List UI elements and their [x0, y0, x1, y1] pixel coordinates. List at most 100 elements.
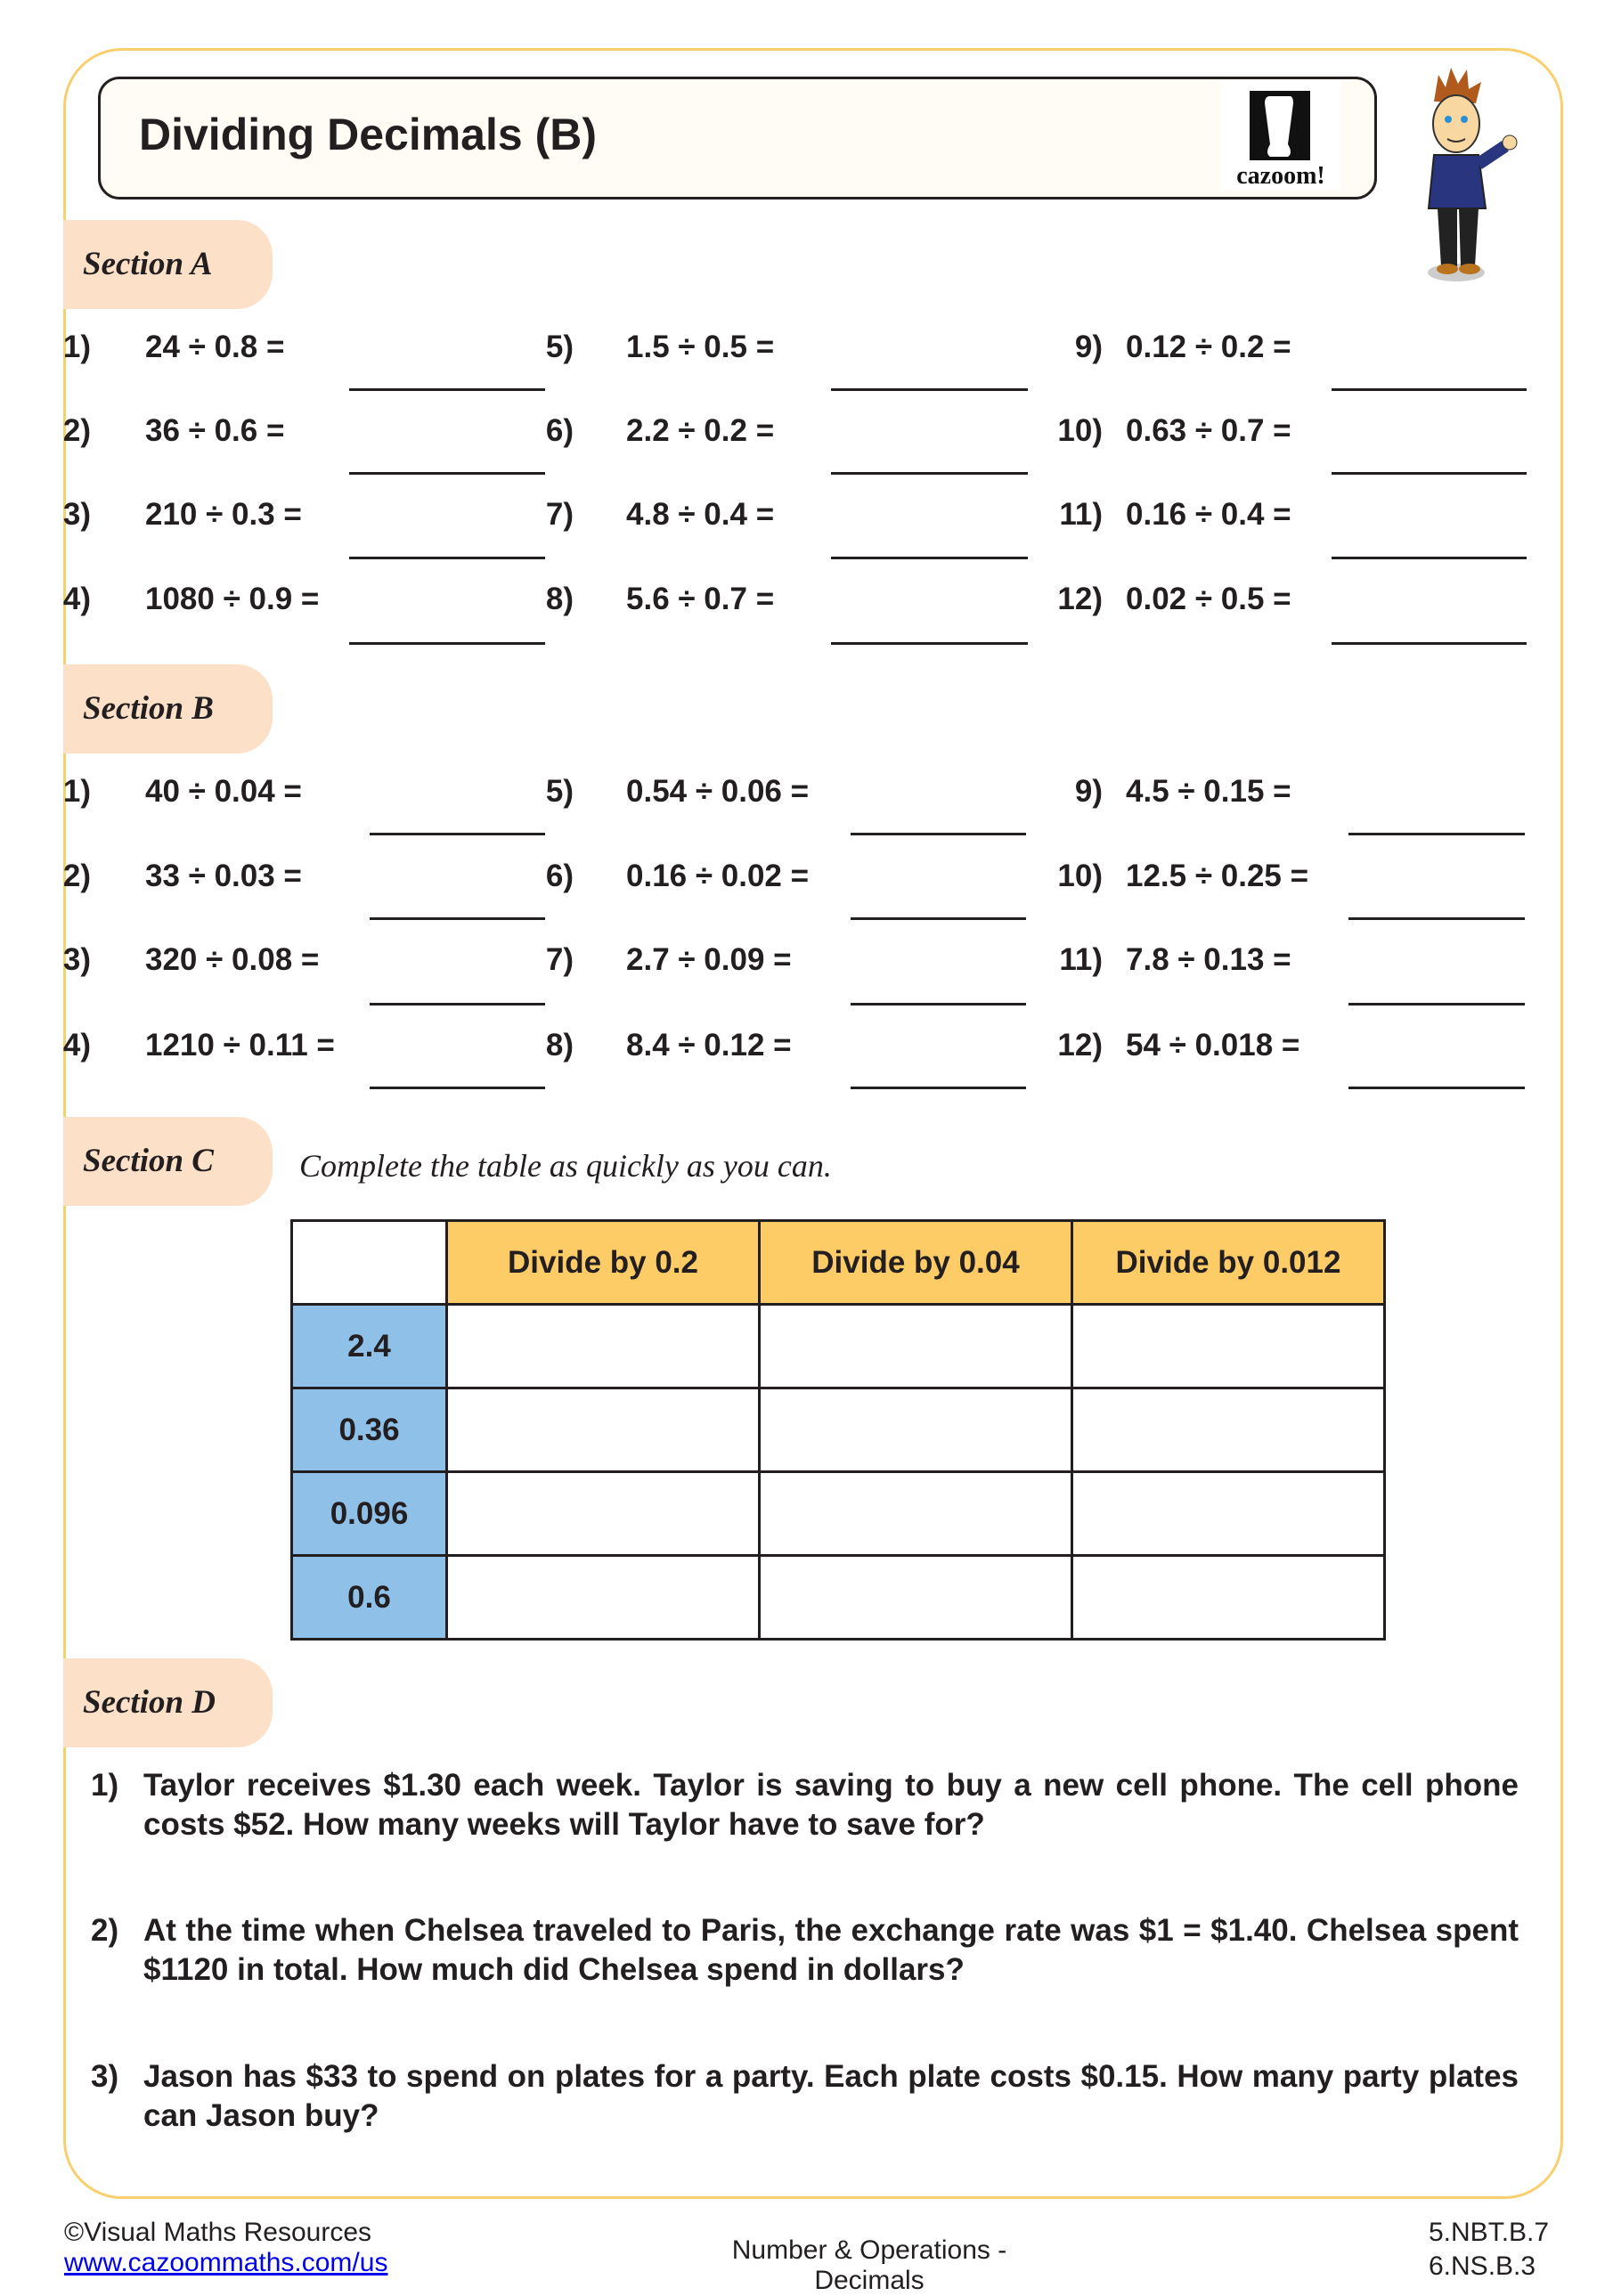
division-question: 33 ÷ 0.03 =: [145, 859, 302, 893]
division-question: 1080 ÷ 0.9 =: [145, 582, 320, 616]
question-number: 4): [62, 582, 91, 616]
answer-cell[interactable]: [1071, 1470, 1386, 1557]
division-question: 1.5 ÷ 0.5 =: [626, 330, 775, 364]
page-border: [63, 48, 1563, 2199]
answer-cell[interactable]: [445, 1470, 761, 1557]
question-number: 3): [62, 497, 91, 532]
division-question: 40 ÷ 0.04 =: [145, 774, 302, 809]
question-number: 6): [545, 413, 574, 448]
question-number: 12): [1057, 1028, 1103, 1063]
section-d-label: Section D: [63, 1658, 273, 1747]
answer-cell[interactable]: [758, 1303, 1073, 1389]
question-number: 12): [1057, 582, 1103, 616]
division-question: 210 ÷ 0.3 =: [145, 497, 302, 532]
svg-text:cazoom!: cazoom!: [1236, 162, 1325, 190]
answer-cell[interactable]: [758, 1387, 1073, 1473]
question-number: 10): [1057, 859, 1103, 893]
standard: 5.NBT.B.7: [1429, 2218, 1550, 2247]
answer-cell[interactable]: [445, 1387, 761, 1473]
title-box: [98, 77, 1377, 199]
division-question: 0.12 ÷ 0.2 =: [1126, 330, 1291, 364]
question-number: 2): [91, 1913, 119, 1948]
division-table: Divide by 0.2 Divide by 0.04 Divide by 0…: [290, 1219, 1386, 1641]
answer-cell[interactable]: [758, 1470, 1073, 1557]
row-header: 0.6: [290, 1554, 448, 1641]
answer-line[interactable]: [851, 1003, 1026, 1006]
question-text: At the time when Chelsea traveled to Par…: [143, 1913, 1519, 1987]
answer-line[interactable]: [1332, 557, 1527, 559]
answer-line[interactable]: [851, 1087, 1026, 1089]
copyright: ©Visual Maths Resources: [64, 2218, 372, 2247]
word-problem: 3) Jason has $33 to spend on plates for a…: [91, 2057, 1519, 2136]
answer-line[interactable]: [370, 1087, 545, 1089]
division-question: 0.02 ÷ 0.5 =: [1126, 582, 1291, 616]
division-question: 1210 ÷ 0.11 =: [145, 1028, 335, 1063]
row-header: 2.4: [290, 1303, 448, 1389]
division-question: 4.5 ÷ 0.15 =: [1126, 774, 1291, 809]
standard: 6.NS.B.3: [1429, 2251, 1536, 2281]
question-number: 2): [62, 413, 91, 448]
division-question: 7.8 ÷ 0.13 =: [1126, 942, 1291, 977]
answer-line[interactable]: [349, 388, 545, 391]
answer-line[interactable]: [1332, 642, 1527, 645]
website-link[interactable]: www.cazoommaths.com/us: [64, 2248, 388, 2277]
word-problem: 1) Taylor receives $1.30 each week. Taylo…: [91, 1766, 1519, 1844]
topic: Number & Operations - Decimals: [731, 2235, 1007, 2295]
division-question: 0.16 ÷ 0.4 =: [1126, 497, 1291, 532]
answer-line[interactable]: [1332, 472, 1527, 475]
answer-cell[interactable]: [1071, 1554, 1386, 1641]
division-question: 5.6 ÷ 0.7 =: [626, 582, 775, 616]
answer-line[interactable]: [1348, 917, 1525, 920]
answer-line[interactable]: [831, 642, 1028, 645]
answer-line[interactable]: [1348, 1003, 1525, 1006]
column-header: Divide by 0.012: [1071, 1219, 1386, 1306]
division-question: 4.8 ÷ 0.4 =: [626, 497, 775, 532]
answer-line[interactable]: [370, 1003, 545, 1006]
answer-line[interactable]: [349, 472, 545, 475]
question-text: Taylor receives $1.30 each week. Taylor …: [143, 1768, 1519, 1842]
section-b-label: Section B: [63, 664, 273, 753]
answer-cell[interactable]: [1071, 1303, 1386, 1389]
question-number: 5): [545, 330, 574, 364]
answer-cell[interactable]: [758, 1554, 1073, 1641]
answer-line[interactable]: [831, 472, 1028, 475]
answer-line[interactable]: [349, 642, 545, 645]
division-question: 36 ÷ 0.6 =: [145, 413, 285, 448]
answer-line[interactable]: [851, 917, 1026, 920]
answer-line[interactable]: [370, 833, 545, 835]
answer-line[interactable]: [1348, 1087, 1525, 1089]
answer-line[interactable]: [370, 917, 545, 920]
answer-cell[interactable]: [445, 1554, 761, 1641]
answer-cell[interactable]: [1071, 1387, 1386, 1473]
cartoon-character-image: [1407, 66, 1527, 289]
question-number: 11): [1059, 497, 1103, 532]
question-number: 9): [1074, 330, 1103, 364]
column-header: Divide by 0.04: [758, 1219, 1073, 1306]
question-number: 4): [62, 1028, 91, 1063]
question-number: 1): [91, 1768, 119, 1803]
answer-line[interactable]: [831, 388, 1028, 391]
division-question: 12.5 ÷ 0.25 =: [1126, 859, 1309, 893]
question-number: 7): [545, 497, 574, 532]
answer-cell[interactable]: [445, 1303, 761, 1389]
answer-line[interactable]: [349, 557, 545, 559]
division-question: 54 ÷ 0.018 =: [1126, 1028, 1300, 1063]
row-header: 0.36: [290, 1387, 448, 1473]
answer-line[interactable]: [851, 833, 1026, 835]
page-title: Dividing Decimals (B): [139, 110, 597, 159]
question-number: 6): [545, 859, 574, 893]
answer-line[interactable]: [831, 557, 1028, 559]
division-question: 8.4 ÷ 0.12 =: [626, 1028, 792, 1063]
division-question: 320 ÷ 0.08 =: [145, 942, 320, 977]
word-problem: 2) At the time when Chelsea traveled to P…: [91, 1911, 1519, 1990]
row-header: 0.096: [290, 1470, 448, 1557]
section-a-label: Section A: [63, 220, 273, 309]
division-question: 2.2 ÷ 0.2 =: [626, 413, 775, 448]
question-number: 1): [62, 330, 91, 364]
answer-line[interactable]: [1332, 388, 1527, 391]
question-number: 1): [62, 774, 91, 809]
division-question: 0.63 ÷ 0.7 =: [1126, 413, 1291, 448]
answer-line[interactable]: [1348, 833, 1525, 835]
section-c-label: Section C: [63, 1117, 273, 1206]
question-number: 8): [545, 1028, 574, 1063]
